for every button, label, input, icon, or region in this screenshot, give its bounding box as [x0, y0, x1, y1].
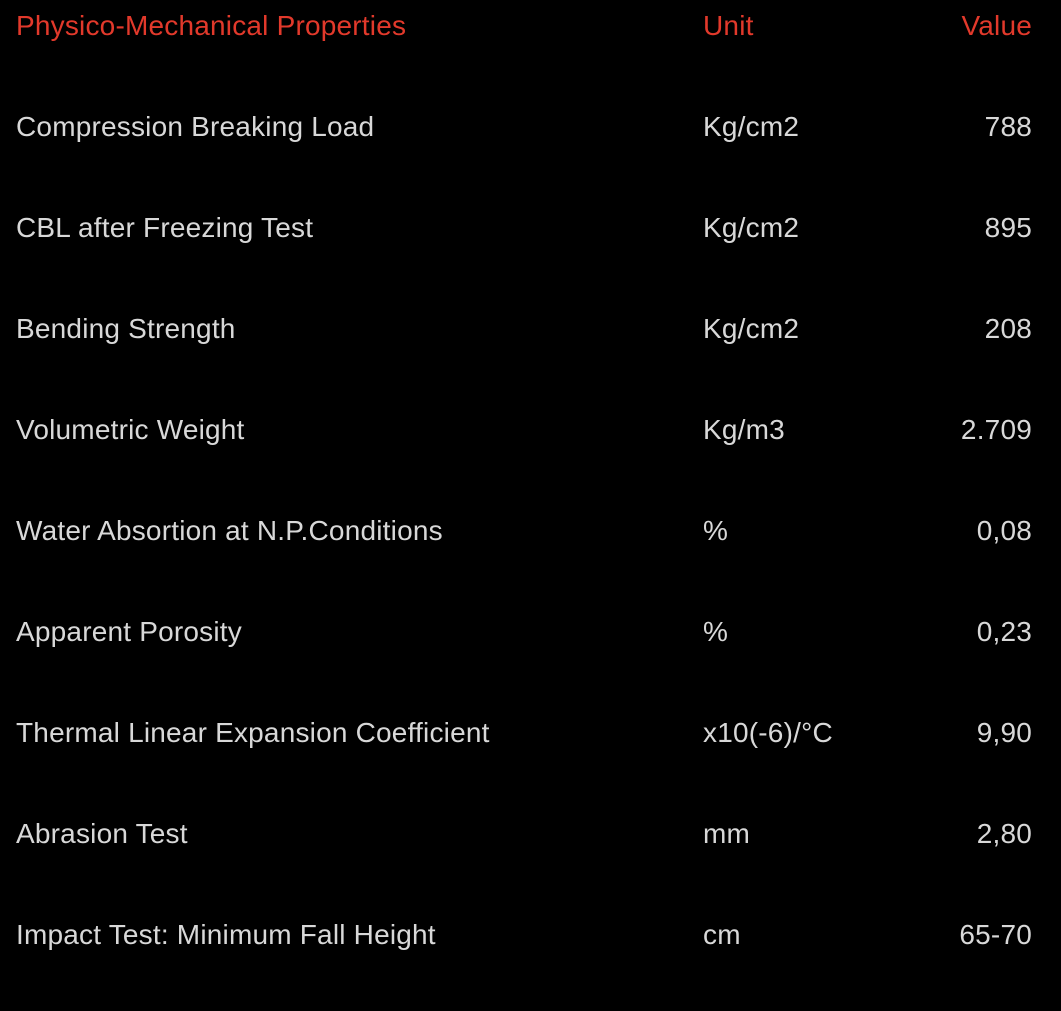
- unit-cell: Kg/m3: [703, 414, 785, 445]
- value-cell: 895: [984, 212, 1032, 243]
- value-cell: 788: [984, 111, 1032, 142]
- value-cell: 0,08: [976, 515, 1032, 546]
- unit-cell: Kg/cm2: [703, 313, 800, 344]
- table-row: Water Absortion at N.P.Conditions % 0,08: [0, 505, 1061, 606]
- unit-cell: mm: [703, 818, 751, 849]
- property-cell: CBL after Freezing Test: [16, 212, 314, 243]
- header-value: Value: [961, 10, 1032, 41]
- value-cell: 208: [984, 313, 1032, 344]
- value-cell: 65-70: [959, 919, 1032, 950]
- unit-cell: %: [703, 616, 729, 647]
- value-cell: 2.709: [960, 414, 1032, 445]
- table-row: Impact Test: Minimum Fall Height cm 65-7…: [0, 909, 1061, 1010]
- property-cell: Abrasion Test: [16, 818, 188, 849]
- unit-cell: cm: [703, 919, 741, 950]
- unit-cell: x10(-6)/°C: [703, 717, 833, 748]
- unit-cell: %: [703, 515, 729, 546]
- header-property: Physico-Mechanical Properties: [16, 10, 407, 41]
- header-unit: Unit: [703, 10, 754, 41]
- value-cell: 2,80: [976, 818, 1032, 849]
- unit-cell: Kg/cm2: [703, 212, 800, 243]
- property-cell: Water Absortion at N.P.Conditions: [16, 515, 443, 546]
- table-header-row: Physico-Mechanical Properties Unit Value: [0, 0, 1061, 101]
- unit-cell: Kg/cm2: [703, 111, 800, 142]
- property-cell: Apparent Porosity: [16, 616, 242, 647]
- property-cell: Bending Strength: [16, 313, 236, 344]
- table-row: Volumetric Weight Kg/m3 2.709: [0, 404, 1061, 505]
- table-row: Compression Breaking Load Kg/cm2 788: [0, 101, 1061, 202]
- property-cell: Volumetric Weight: [16, 414, 245, 445]
- value-cell: 0,23: [976, 616, 1032, 647]
- table-row: Thermal Linear Expansion Coefficient x10…: [0, 707, 1061, 808]
- table-row: Bending Strength Kg/cm2 208: [0, 303, 1061, 404]
- table-row: Abrasion Test mm 2,80: [0, 808, 1061, 909]
- table-row: CBL after Freezing Test Kg/cm2 895: [0, 202, 1061, 303]
- table-row: Apparent Porosity % 0,23: [0, 606, 1061, 707]
- property-cell: Thermal Linear Expansion Coefficient: [16, 717, 490, 748]
- property-cell: Impact Test: Minimum Fall Height: [16, 919, 436, 950]
- property-cell: Compression Breaking Load: [16, 111, 375, 142]
- value-cell: 9,90: [976, 717, 1032, 748]
